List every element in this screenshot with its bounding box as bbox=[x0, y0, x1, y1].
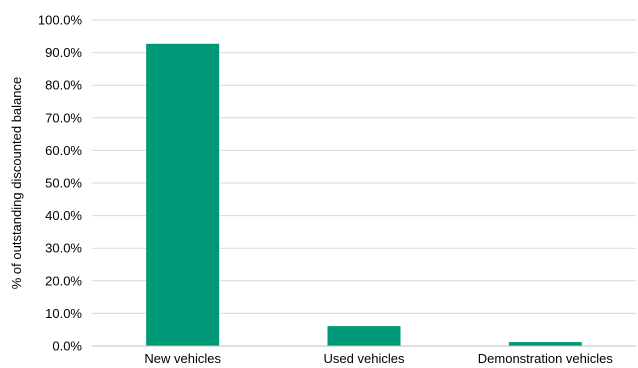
y-axis-ticks: 0.0% 10.0% 20.0% 30.0% 40.0% 50.0% 60.0% 70.0% 8… bbox=[38, 13, 83, 354]
bar bbox=[508, 342, 582, 346]
x-category-label: New vehicles bbox=[144, 351, 221, 366]
x-category-label: Used vehicles bbox=[324, 351, 405, 366]
y-tick-label: 20.0% bbox=[45, 273, 82, 288]
x-category-label: Demonstration vehicles bbox=[478, 351, 614, 366]
y-tick-label: 60.0% bbox=[45, 143, 82, 158]
y-tick-label: 30.0% bbox=[45, 241, 82, 256]
x-axis-categories: New vehicles Used vehicles Demonstration v… bbox=[144, 351, 613, 366]
y-tick-label: 50.0% bbox=[45, 176, 82, 191]
bar bbox=[327, 326, 401, 346]
y-axis-title: % of outstanding discounted balance bbox=[9, 77, 24, 290]
bar bbox=[146, 43, 220, 346]
bars bbox=[146, 43, 582, 346]
y-tick-label: 90.0% bbox=[45, 45, 82, 60]
y-tick-label: 80.0% bbox=[45, 78, 82, 93]
y-tick-label: 40.0% bbox=[45, 208, 82, 223]
y-tick-label: 0.0% bbox=[52, 339, 82, 354]
y-tick-label: 100.0% bbox=[38, 13, 83, 28]
y-tick-label: 70.0% bbox=[45, 110, 82, 125]
y-tick-label: 10.0% bbox=[45, 306, 82, 321]
